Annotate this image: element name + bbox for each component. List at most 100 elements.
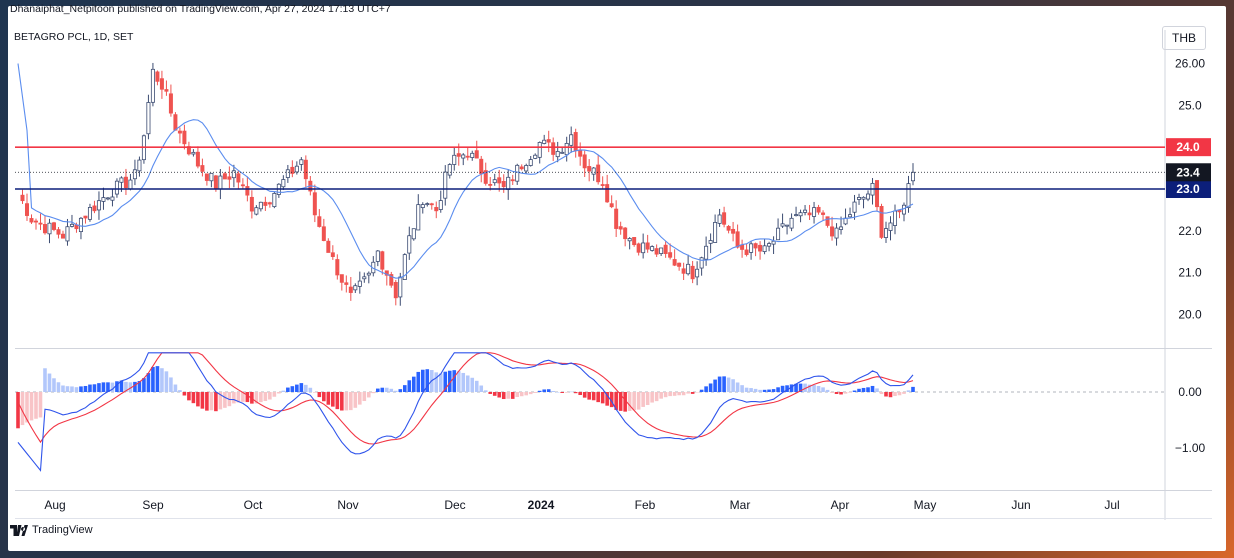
candle-body bbox=[636, 243, 641, 253]
chart-frame bbox=[8, 6, 1226, 551]
candle bbox=[735, 224, 740, 249]
macd-histogram-bar bbox=[888, 392, 893, 398]
candle bbox=[893, 204, 898, 235]
candle-body bbox=[546, 139, 551, 143]
candle bbox=[56, 227, 61, 239]
candle bbox=[744, 244, 749, 257]
candle-body bbox=[393, 282, 398, 299]
candle-body bbox=[20, 194, 25, 202]
candle-body bbox=[164, 89, 169, 92]
candle-body bbox=[600, 184, 605, 186]
candle-body bbox=[542, 139, 547, 144]
candle bbox=[110, 189, 115, 207]
candle-body bbox=[474, 150, 479, 159]
candle bbox=[384, 270, 389, 286]
candle-body bbox=[659, 247, 664, 254]
candle-body bbox=[425, 203, 430, 206]
macd-histogram-bar bbox=[286, 387, 290, 392]
macd-histogram-bar bbox=[164, 371, 169, 392]
candle bbox=[483, 162, 488, 186]
macd-histogram-bar bbox=[209, 392, 214, 411]
candle-body bbox=[497, 177, 502, 184]
candle-body bbox=[528, 159, 533, 166]
candle bbox=[587, 159, 592, 182]
macd-histogram-bar bbox=[326, 392, 331, 405]
candle-body bbox=[321, 226, 326, 241]
candle-body bbox=[83, 215, 88, 219]
candle-body bbox=[195, 151, 200, 167]
candle-body bbox=[726, 226, 731, 231]
candle bbox=[888, 216, 893, 241]
candles-group bbox=[20, 62, 916, 306]
candle-body bbox=[627, 238, 632, 242]
x-tick-label: Mar bbox=[730, 498, 751, 512]
candle bbox=[371, 256, 376, 277]
x-tick-label: Oct bbox=[244, 498, 263, 512]
macd-histogram-bar bbox=[380, 387, 385, 392]
macd-histogram-bar bbox=[236, 392, 241, 403]
macd-histogram-bar bbox=[623, 392, 627, 412]
macd-histogram-bar bbox=[762, 389, 767, 392]
candle-body bbox=[614, 208, 619, 229]
candle bbox=[321, 218, 326, 242]
macd-histogram-bar bbox=[447, 370, 452, 392]
candle-body bbox=[294, 165, 299, 173]
candle-body bbox=[348, 286, 353, 293]
candle-body bbox=[848, 214, 853, 218]
macd-histogram-bar bbox=[367, 392, 371, 398]
candle-body bbox=[587, 166, 592, 172]
candle bbox=[42, 215, 47, 235]
candle-body bbox=[519, 166, 524, 170]
macd-histogram-bar bbox=[609, 392, 614, 408]
candle-body bbox=[555, 151, 560, 158]
macd-histogram-bar bbox=[848, 392, 852, 393]
candle-body bbox=[789, 217, 794, 229]
macd-histogram-bar bbox=[699, 389, 704, 392]
currency-button[interactable]: THB bbox=[1162, 26, 1206, 50]
macd-histogram-bar bbox=[830, 392, 834, 394]
candle bbox=[848, 207, 853, 218]
candle bbox=[416, 194, 421, 231]
candle-body bbox=[717, 214, 722, 224]
candle bbox=[722, 206, 727, 228]
candle-body bbox=[258, 201, 263, 210]
candle-body bbox=[150, 68, 155, 103]
candle bbox=[339, 274, 344, 291]
candle-body bbox=[330, 252, 335, 257]
candle bbox=[857, 193, 862, 205]
candle-body bbox=[272, 193, 277, 208]
macd-histogram-bar bbox=[200, 392, 205, 409]
candle-body bbox=[803, 209, 808, 213]
macd-histogram-bar bbox=[456, 371, 461, 392]
macd-histogram-bar bbox=[88, 384, 92, 392]
candle bbox=[69, 214, 74, 228]
candle bbox=[789, 213, 794, 232]
candle bbox=[209, 172, 214, 188]
last-price-tag bbox=[1166, 163, 1211, 182]
candle-body bbox=[33, 220, 38, 223]
candle-body bbox=[128, 179, 133, 190]
candle-body bbox=[632, 237, 637, 246]
candle-body bbox=[573, 132, 578, 152]
candle bbox=[186, 141, 191, 156]
macd-histogram-bar bbox=[124, 381, 128, 392]
candle-body bbox=[137, 159, 142, 172]
candle bbox=[690, 260, 695, 284]
macd-histogram-bar bbox=[627, 392, 632, 411]
candle bbox=[362, 272, 367, 283]
macd-histogram-bar bbox=[443, 371, 448, 392]
macd-histogram-bar bbox=[488, 392, 493, 394]
candle bbox=[501, 174, 506, 193]
candle bbox=[884, 221, 889, 243]
candle-body bbox=[366, 272, 371, 276]
macd-histogram-bar bbox=[205, 392, 209, 411]
candle bbox=[618, 221, 623, 235]
macd-histogram-bar bbox=[92, 384, 97, 392]
x-tick-label: Jul bbox=[1104, 498, 1119, 512]
price-tick-label: 22.0 bbox=[1178, 224, 1202, 238]
candle-body bbox=[623, 227, 628, 240]
candle-body bbox=[177, 130, 182, 134]
candle bbox=[222, 171, 227, 180]
macd-histogram-bar bbox=[677, 392, 681, 396]
